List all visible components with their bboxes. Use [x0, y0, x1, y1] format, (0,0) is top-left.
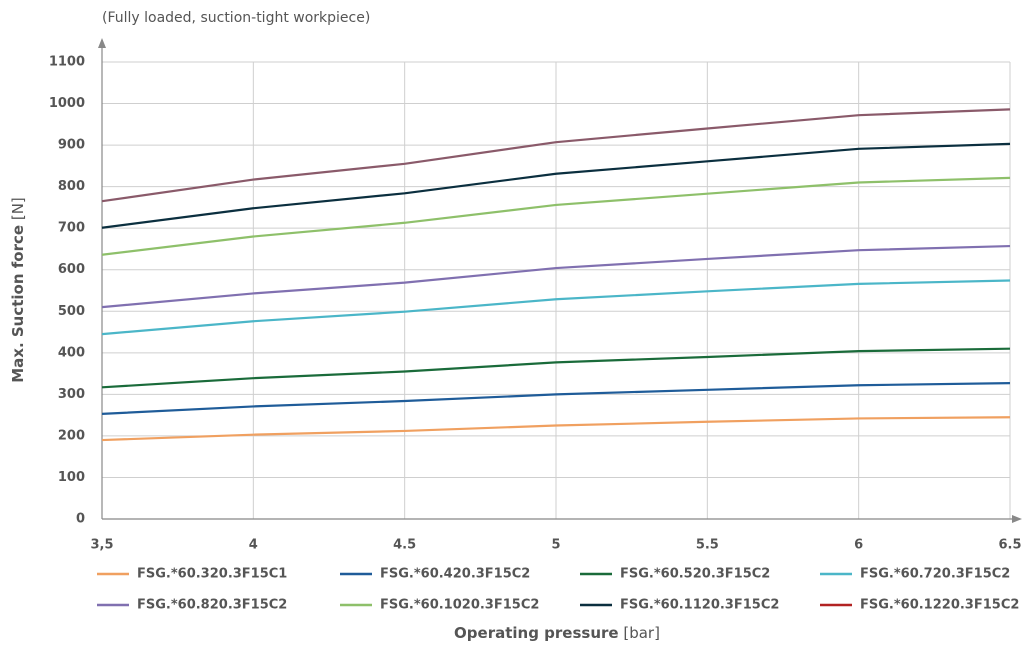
x-tick-label: 4 — [249, 538, 258, 553]
y-tick-label: 1100 — [49, 55, 85, 70]
y-tick-label: 900 — [58, 138, 85, 153]
series-line — [101, 347, 1011, 389]
y-tick-label: 500 — [58, 304, 85, 319]
series-line — [101, 176, 1011, 256]
x-tick-label: 3,5 — [90, 538, 113, 553]
legend-label: FSG.*60.720.3F15C2 — [860, 567, 1010, 582]
y-label-text: Max. Suction force — [9, 225, 27, 383]
legend-label: FSG.*60.1020.3F15C2 — [380, 598, 539, 613]
y-tick-label: 200 — [58, 428, 85, 443]
legend-label: FSG.*60.520.3F15C2 — [620, 567, 770, 582]
y-tick-label: 0 — [76, 512, 85, 527]
series-line — [101, 416, 1011, 442]
y-tick-label: 1000 — [49, 96, 85, 111]
y-tick-label: 700 — [58, 221, 85, 236]
y-tick-label: 300 — [58, 387, 85, 402]
y-axis-label: Max. Suction force [N] — [9, 197, 27, 383]
series-line — [101, 142, 1011, 229]
x-tick-label: 4.5 — [393, 538, 416, 553]
series-line — [101, 244, 1011, 309]
legend-label: FSG.*60.320.3F15C1 — [137, 567, 287, 582]
legend-label: FSG.*60.820.3F15C2 — [137, 598, 287, 613]
x-tick-label: 6 — [854, 538, 863, 553]
x-unit: [bar] — [623, 624, 660, 642]
series-line — [101, 382, 1011, 415]
x-tick-label: 6.5 — [998, 538, 1021, 553]
x-axis-label: Operating pressure [bar] — [454, 624, 660, 642]
y-axis-arrow — [98, 38, 106, 48]
y-unit: [N] — [9, 197, 27, 220]
legend-label: FSG.*60.420.3F15C2 — [380, 567, 530, 582]
legend-label: FSG.*60.1120.3F15C2 — [620, 598, 779, 613]
x-label-text: Operating pressure — [454, 624, 619, 642]
legend-label: FSG.*60.1220.3F15C2 — [860, 598, 1019, 613]
y-tick-label: 600 — [58, 262, 85, 277]
series-line — [101, 108, 1011, 203]
x-tick-label: 5.5 — [696, 538, 719, 553]
y-tick-label: 100 — [58, 470, 85, 485]
x-axis-arrow — [1012, 515, 1022, 523]
y-tick-label: 400 — [58, 345, 85, 360]
series-line — [101, 279, 1011, 336]
x-tick-label: 5 — [551, 538, 560, 553]
y-tick-label: 800 — [58, 179, 85, 194]
chart-subtitle: (Fully loaded, suction-tight workpiece) — [102, 10, 370, 26]
